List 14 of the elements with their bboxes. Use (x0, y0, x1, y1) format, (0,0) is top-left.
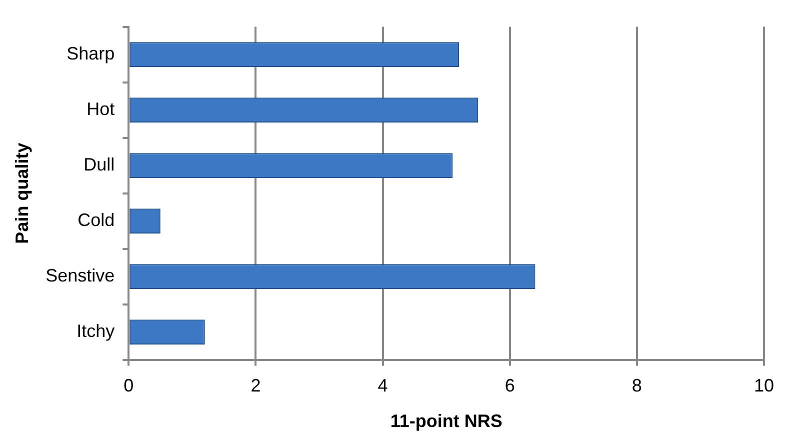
x-tick-label: 4 (378, 376, 388, 396)
y-axis-title: Pain quality (12, 142, 32, 244)
y-tick-label: Senstive (46, 266, 115, 286)
x-tick-label: 2 (250, 376, 261, 396)
x-tick-label: 8 (632, 376, 642, 396)
y-tick-label: Dull (84, 154, 115, 175)
x-tick-label: 6 (504, 376, 515, 396)
y-tick-label: Itchy (76, 321, 115, 342)
x-tick-label: 10 (754, 376, 774, 396)
y-tick-label: Hot (86, 99, 115, 120)
y-tick-label: Sharp (66, 44, 115, 64)
y-tick-label: Cold (78, 210, 115, 230)
x-tick-label: 0 (124, 376, 134, 396)
x-axis-title: 11-point NRS (390, 411, 502, 432)
